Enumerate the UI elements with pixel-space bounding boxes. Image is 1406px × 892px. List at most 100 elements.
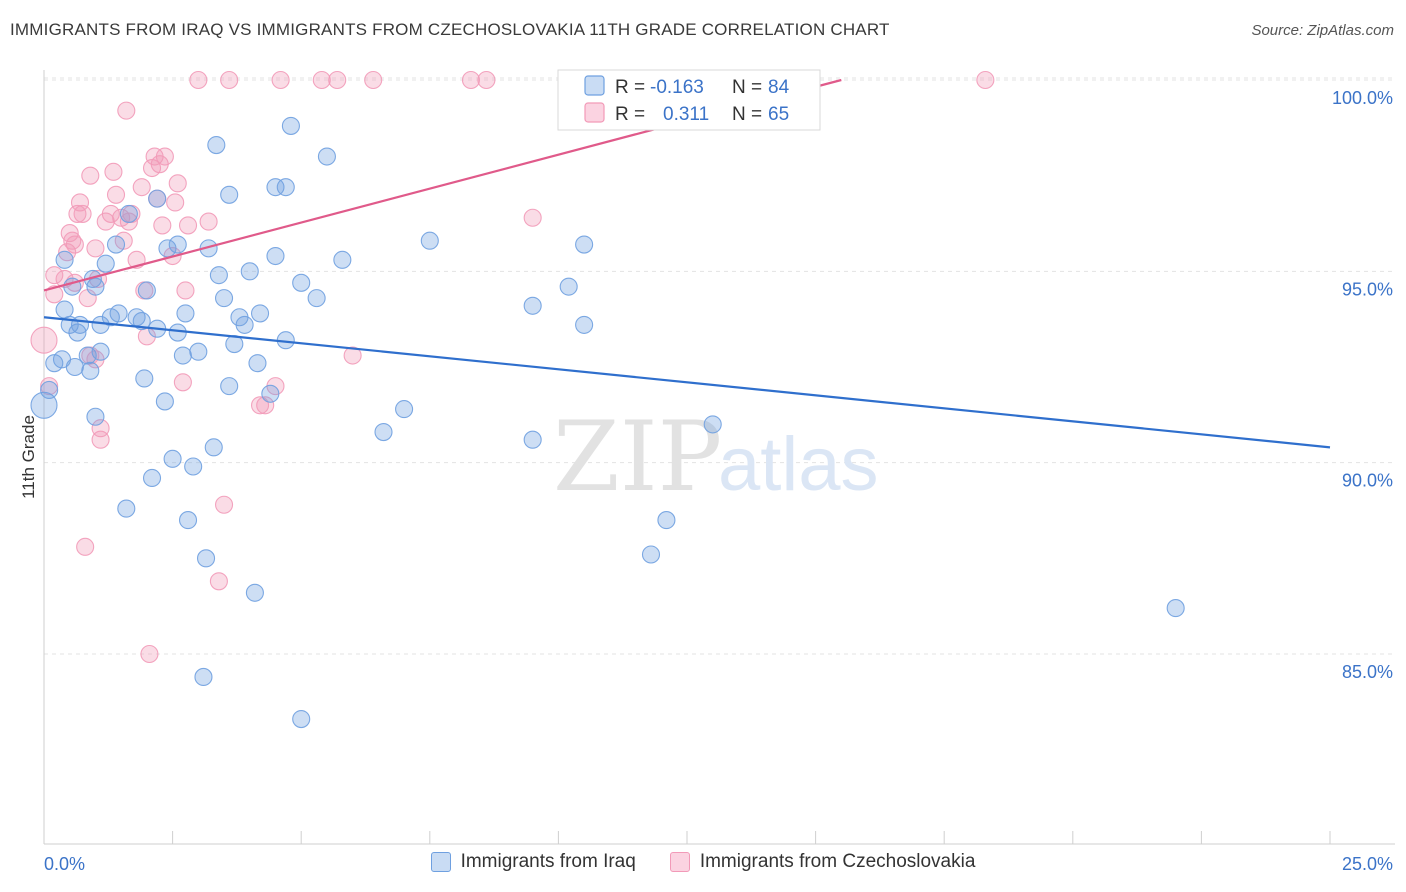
data-point-czech-21 [91,430,110,449]
data-point-czech-40 [153,216,172,235]
y-tick-labels: 85.0% 90.0% 95.0% 100.0% [1332,88,1393,682]
data-point-iraq-52 [235,315,254,334]
data-point-iraq-41 [194,667,213,687]
data-point-iraq-37 [176,304,195,323]
data-point-iraq-69 [395,400,414,419]
data-point-iraq-22 [117,499,136,518]
legend-r-value-iraq: -0.163 [650,77,704,98]
data-point-czech-9 [65,235,84,254]
data-point-czech-2 [45,266,64,285]
data-point-czech-45 [173,373,192,392]
data-point-iraq-10 [70,315,90,334]
data-point-iraq-62 [281,116,300,135]
data-point-czech-41 [155,147,174,166]
legend-r-label-iraq: R = [615,77,645,98]
watermark-zip: ZIP [553,401,722,513]
trend-lines [43,78,1331,449]
data-point-iraq-70 [420,231,439,250]
y-tick-label-95: 95.0% [1342,279,1393,299]
data-point-czech-47 [178,216,198,235]
x-tick-label-max: 25.0% [1342,854,1393,874]
data-point-iraq-64 [292,710,311,729]
data-point-iraq-59 [266,178,285,197]
bottom-legend-swatch-iraq [430,852,451,872]
data-point-iraq-67 [333,250,352,269]
data-point-czech-11 [70,193,90,212]
data-point-iraq-80 [1166,599,1185,618]
data-point-iraq-16 [91,342,110,361]
data-point-iraq-8 [65,357,84,377]
data-point-iraq-76 [641,545,661,564]
bottom-legend-label-czech: Immigrants from Czechoslovakia [699,851,976,872]
data-point-iraq-14 [86,277,105,296]
legend-n-label-czech: N = [732,104,762,125]
data-point-czech-58 [328,70,347,90]
data-point-iraq-65 [307,289,326,308]
data-point-iraq-44 [204,438,223,457]
data-point-czech-32 [132,178,151,197]
data-point-czech-50 [209,572,228,591]
data-point-iraq-56 [250,304,270,323]
chart-title: IMMIGRANTS FROM IRAQ VS IMMIGRANTS FROM … [10,20,890,39]
legend-swatch-iraq [584,75,605,96]
data-point-czech-51 [214,495,234,514]
data-point-iraq-58 [266,246,285,266]
bottom-legend-swatch-czech [669,852,690,872]
legend-r-value-czech: 0.311 [663,104,709,125]
data-point-czech-56 [271,70,290,90]
watermark: ZIP atlas [553,401,879,513]
data-point-iraq-27 [137,281,156,300]
data-point-iraq-72 [523,430,542,449]
data-point-iraq-36 [173,346,192,365]
data-point-iraq-12 [81,361,100,380]
data-point-iraq-20 [106,235,126,254]
legend-box: R = -0.163 N = 84 R = 0.311 N = 65 [557,69,821,131]
bottom-legend: Immigrants from Iraq Immigrants from Cze… [0,851,1406,873]
legend-n-value-iraq: 84 [768,77,790,98]
data-point-iraq-39 [184,457,203,476]
data-point-iraq-61 [276,178,295,197]
data-point-czech-24 [104,162,123,181]
data-point-iraq-28 [142,468,162,488]
legend-n-label-iraq: N = [732,77,762,98]
data-point-iraq-55 [248,354,267,373]
data-point-iraq-5 [55,250,74,269]
trend-line-iraq [43,316,1331,449]
data-point-iraq-49 [220,185,239,204]
data-point-iraq-42 [196,549,216,568]
data-point-iraq-38 [178,511,198,530]
data-point-iraq-26 [135,369,154,388]
data-point-czech-64 [976,70,995,90]
data-point-iraq-77 [657,511,676,530]
data-point-iraq-78 [703,415,722,434]
data-point-czech-1 [40,377,59,396]
data-point-iraq-31 [155,392,174,411]
data-point-czech-59 [343,346,362,365]
series-czechoslovakia-points [30,70,995,664]
data-point-iraq-34 [168,235,187,254]
data-point-iraq-45 [207,136,226,155]
series-iraq-points [30,70,1185,729]
data-point-czech-44 [168,174,187,193]
watermark-atlas: atlas [718,422,879,507]
data-point-czech-57 [312,70,331,90]
chart-source: Source: ZipAtlas.com [1251,22,1394,39]
data-point-iraq-54 [245,583,264,602]
legend-swatch-czech [584,102,605,123]
data-point-czech-48 [189,70,208,90]
data-point-iraq-66 [317,147,336,166]
legend-r-label-czech: R = [615,104,645,125]
data-point-czech-0 [30,326,58,354]
x-tick-label-min: 0.0% [44,854,85,874]
data-point-czech-61 [461,70,481,90]
data-point-iraq-75 [575,315,594,334]
data-point-czech-63 [523,208,542,227]
y-tick-label-85: 85.0% [1342,662,1393,682]
data-point-iraq-33 [163,449,182,468]
data-point-iraq-46 [209,266,228,285]
data-point-czech-12 [73,204,92,223]
grid-lines [44,77,1395,655]
data-point-iraq-48 [220,377,239,396]
data-point-iraq-25 [132,312,151,331]
data-point-czech-52 [220,70,239,90]
